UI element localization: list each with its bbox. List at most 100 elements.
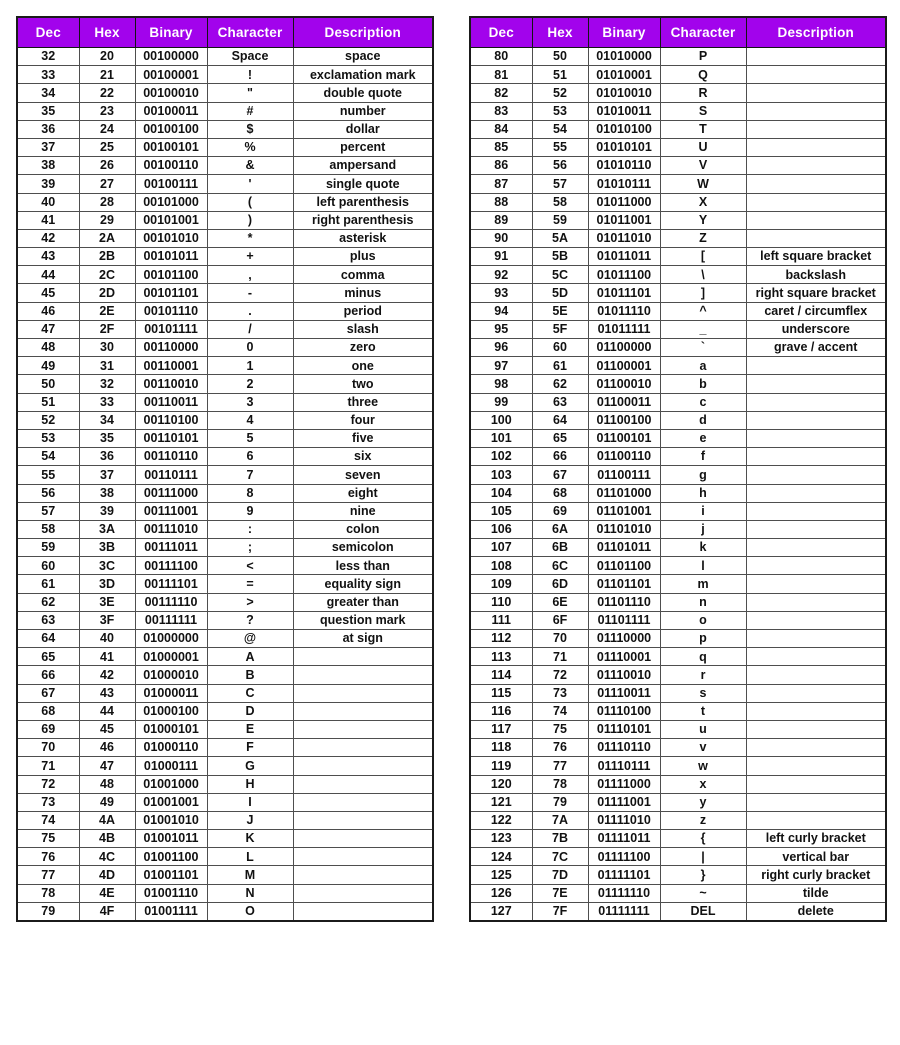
table-row: 123 7B 01111011{left curly bracket	[469, 829, 887, 849]
char-cell: *	[206, 228, 294, 249]
desc-cell	[745, 756, 887, 776]
hex-cell: 51	[531, 65, 589, 85]
table-row: 79 4F 01001111 O	[16, 901, 434, 922]
table-row: 64 40 01000000 @ at sign	[16, 628, 434, 649]
binary-cell: 01000101	[134, 719, 208, 740]
char-cell: =	[206, 574, 294, 594]
binary-cell: 00111101	[134, 574, 208, 594]
hex-cell: 54	[531, 119, 589, 139]
hex-cell: 45	[78, 719, 136, 740]
char-cell: B	[206, 665, 294, 685]
table-row: 59 3B 00111011; semicolon	[16, 538, 434, 558]
desc-cell: ampersand	[292, 156, 434, 176]
char-cell: 4	[206, 410, 294, 430]
table-row: 55 37 00110111 7 seven	[16, 465, 434, 485]
char-cell: o	[659, 610, 747, 631]
hex-cell: 75	[531, 719, 589, 740]
binary-cell: 01111100	[587, 847, 661, 867]
table-row: 40 28 00101000(left parenthesis	[16, 192, 434, 212]
binary-column-header: Binary	[587, 16, 661, 48]
desc-cell	[745, 65, 887, 85]
hex-cell: 79	[531, 792, 589, 812]
ascii-tables-container: Dec Hex Binary Character Description 32 2…	[16, 16, 887, 922]
binary-cell: 00101000	[134, 192, 208, 212]
hex-cell: 3F	[78, 610, 136, 631]
desc-cell: colon	[292, 519, 434, 540]
char-cell: (	[206, 192, 294, 212]
desc-cell	[745, 683, 887, 703]
dec-cell: 33	[16, 65, 80, 85]
hex-cell: 7D	[531, 865, 589, 885]
hex-cell: 30	[78, 337, 136, 358]
table-row: 89 59 01011001 Y	[469, 210, 887, 230]
desc-cell	[292, 829, 434, 849]
table-row: 119 77 01110111 w	[469, 756, 887, 776]
binary-cell: 01010111	[587, 174, 661, 194]
binary-cell: 01001100	[134, 847, 208, 867]
desc-cell	[292, 865, 434, 885]
hex-cell: 68	[531, 483, 589, 503]
table-row: 90 5A 01011010 Z	[469, 228, 887, 249]
hex-cell: 64	[531, 410, 589, 430]
dec-cell: 89	[469, 210, 533, 230]
table-row: 48 30 00110000 0 zero	[16, 337, 434, 358]
table-row: 52 34 00110100 4 four	[16, 410, 434, 430]
hex-cell: 32	[78, 374, 136, 394]
hex-cell: 3C	[78, 556, 136, 576]
char-cell: ,	[206, 265, 294, 285]
desc-cell: percent	[292, 137, 434, 158]
char-cell: r	[659, 665, 747, 685]
hex-cell: 20	[78, 46, 136, 67]
binary-cell: 00101001	[134, 210, 208, 230]
table-row: 94 5E 01011110 ^ caret / circumflex	[469, 301, 887, 321]
table-row: 51 33 00110011 3 three	[16, 392, 434, 412]
hex-cell: 78	[531, 774, 589, 794]
table-row: 34 22 00100010 " double quote	[16, 83, 434, 103]
dec-cell: 37	[16, 137, 80, 158]
dec-cell: 77	[16, 865, 80, 885]
desc-cell: two	[292, 374, 434, 394]
binary-cell: 01100111	[587, 465, 661, 485]
dec-cell: 79	[16, 901, 80, 922]
desc-cell	[745, 46, 887, 67]
binary-cell: 00111011	[134, 538, 208, 558]
table-row: 114 72 01110010 r	[469, 665, 887, 685]
char-cell: h	[659, 483, 747, 503]
desc-cell	[745, 410, 887, 430]
table-row: 106 6A 01101010 j	[469, 519, 887, 540]
table-row: 77 4D 01001101 M	[16, 865, 434, 885]
char-cell: }	[659, 865, 747, 885]
binary-cell: 00111010	[134, 519, 208, 540]
hex-cell: 65	[531, 428, 589, 449]
desc-cell	[745, 210, 887, 230]
hex-cell: 2E	[78, 301, 136, 321]
hex-cell: 36	[78, 447, 136, 467]
char-cell: l	[659, 556, 747, 576]
binary-cell: 00101011	[134, 247, 208, 267]
binary-cell: 01111101	[587, 865, 661, 885]
dec-cell: 124	[469, 847, 533, 867]
dec-cell: 96	[469, 337, 533, 358]
table-row: 101 65 01100101 e	[469, 428, 887, 449]
char-cell: "	[206, 83, 294, 103]
dec-cell: 57	[16, 501, 80, 521]
binary-column-header: Binary	[134, 16, 208, 48]
desc-cell	[745, 628, 887, 649]
desc-cell	[745, 647, 887, 667]
hex-cell: 6E	[531, 592, 589, 612]
hex-cell: 44	[78, 701, 136, 721]
dec-cell: 101	[469, 428, 533, 449]
desc-cell	[292, 665, 434, 685]
char-cell: L	[206, 847, 294, 867]
char-cell: !	[206, 65, 294, 85]
hex-cell: 48	[78, 774, 136, 794]
dec-cell: 56	[16, 483, 80, 503]
binary-cell: 00100000	[134, 46, 208, 67]
hex-cell: 59	[531, 210, 589, 230]
dec-cell: 111	[469, 610, 533, 631]
char-cell: b	[659, 374, 747, 394]
binary-cell: 00110001	[134, 356, 208, 376]
hex-cell: 27	[78, 174, 136, 194]
desc-cell	[745, 137, 887, 158]
hex-cell: 42	[78, 665, 136, 685]
